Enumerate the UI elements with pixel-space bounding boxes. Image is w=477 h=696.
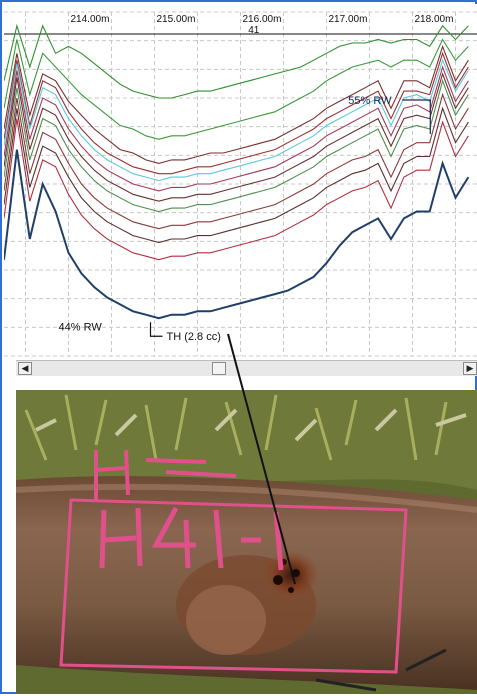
scroll-thumb[interactable] [212, 362, 226, 375]
annotation-55-rw: 55% RW [348, 95, 392, 107]
signal-trace-4 [4, 51, 469, 175]
signal-trace-8 [4, 78, 469, 213]
signal-trace-6 [4, 65, 469, 192]
joint-number-label: 41 [248, 25, 260, 36]
signal-trace-10 [4, 106, 469, 244]
annotation-leader-th [149, 322, 163, 337]
signal-trace-9 [4, 92, 469, 230]
signal-trace-3 [4, 44, 469, 164]
signal-trace-5 [4, 58, 469, 182]
signal-trace-12 [4, 149, 470, 320]
x-tick-label: 218.00m [415, 14, 454, 25]
pipe-photo-image [16, 390, 477, 694]
signal-trace-1 [4, 23, 469, 99]
x-tick-label: 215.00m [157, 14, 196, 25]
scroll-right-arrow-icon[interactable]: ▶ [463, 362, 477, 375]
x-tick-label: 217.00m [329, 14, 368, 25]
scroll-left-arrow-icon[interactable]: ◀ [18, 362, 32, 375]
signal-trace-11 [4, 118, 469, 261]
x-tick-label: 214.00m [71, 14, 110, 25]
signal-trace-7 [4, 72, 469, 202]
annotation-th: TH (2.8 cc) [167, 331, 221, 343]
chart-horizontal-scrollbar[interactable]: ◀ ▶ [16, 360, 477, 376]
pipe-photo [16, 390, 477, 694]
ili-chart-panel: 214.00m 215.00m 216.00m 217.00m 218.00m 41 55%… [4, 4, 477, 360]
signal-trace-2 [4, 38, 469, 140]
annotation-44-rw: 44% RW [59, 322, 103, 334]
ili-signal-chart: 214.00m 215.00m 216.00m 217.00m 218.00m 41 55%… [4, 11, 477, 357]
annotation-leader-55 [402, 99, 431, 134]
x-tick-label: 216.00m [243, 14, 282, 25]
